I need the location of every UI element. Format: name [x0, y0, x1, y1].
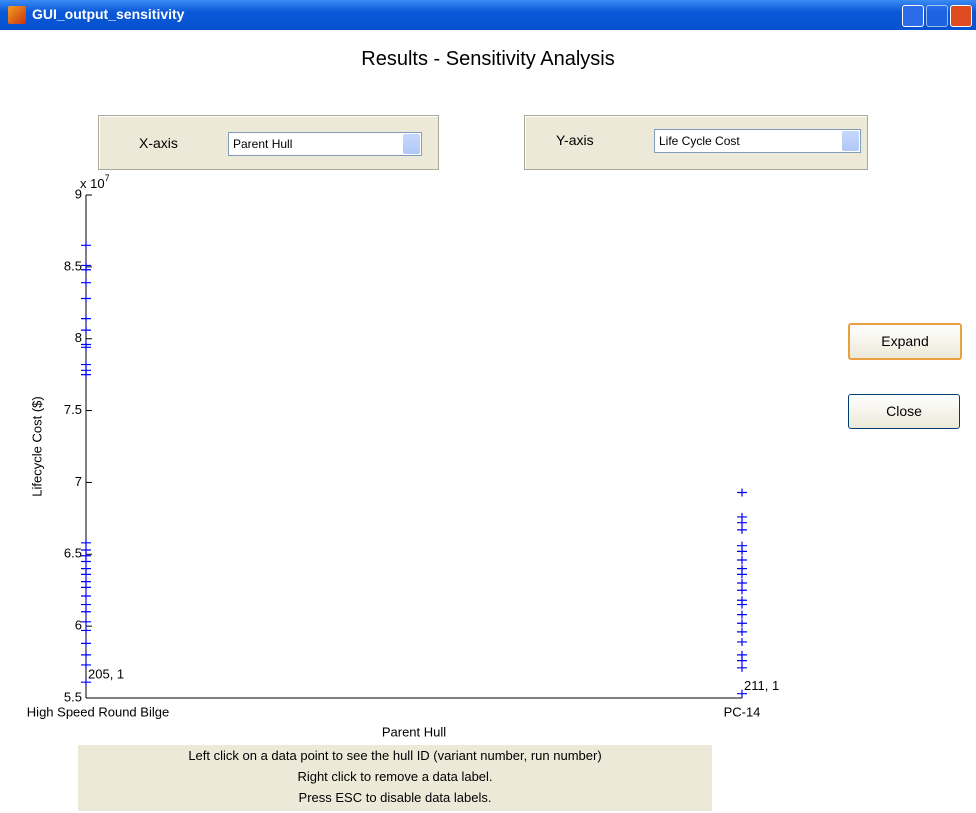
marker — [81, 538, 91, 547]
y-tick-label: 7 — [75, 474, 82, 489]
instructions: Left click on a data point to see the hu… — [78, 745, 712, 811]
y-axis-label: Lifecycle Cost ($) — [29, 396, 44, 496]
dropdown-arrow[interactable] — [842, 131, 859, 151]
x-axis-value: Parent Hull — [233, 137, 293, 151]
marker — [81, 650, 91, 659]
marker — [737, 547, 747, 556]
y-tick-label: 8 — [75, 330, 82, 345]
y-multiplier: x 107 — [80, 173, 110, 191]
marker — [81, 617, 91, 626]
dropdown-arrow[interactable] — [403, 134, 420, 154]
instruction-line: Left click on a data point to see the hu… — [188, 748, 602, 763]
marker — [737, 627, 747, 636]
y-axis-label: Y-axis — [556, 132, 594, 148]
marker — [737, 556, 747, 565]
title-bar: GUI_output_sensitivity — [0, 0, 976, 30]
marker — [81, 583, 91, 592]
marker — [81, 370, 91, 379]
minimize-button[interactable] — [902, 5, 924, 27]
marker — [81, 639, 91, 648]
x-axis-panel: X-axis Parent Hull — [98, 115, 439, 170]
data-label: 205, 1 — [88, 667, 124, 682]
marker — [81, 326, 91, 335]
marker — [81, 278, 91, 287]
instruction-line: Press ESC to disable data labels. — [298, 790, 492, 805]
x-tick-label: PC-14 — [724, 704, 761, 719]
x-tick-label: High Speed Round Bilge — [27, 704, 169, 719]
data-label: 211, 1 — [744, 678, 779, 693]
marker — [737, 488, 747, 497]
marker — [81, 557, 91, 566]
marker — [737, 600, 747, 609]
y-tick-label: 6.5 — [64, 546, 82, 561]
x-axis-label: Parent Hull — [382, 724, 446, 739]
marker — [737, 579, 747, 588]
marker — [737, 586, 747, 595]
marker — [81, 294, 91, 303]
y-axis-value: Life Cycle Cost — [659, 134, 740, 148]
x-axis-label: X-axis — [139, 135, 178, 151]
marker — [737, 637, 747, 646]
marker — [737, 570, 747, 579]
marker — [737, 663, 747, 672]
window-title: GUI_output_sensitivity — [32, 6, 185, 22]
marker — [81, 343, 91, 352]
instruction-line: Right click to remove a data label. — [297, 769, 493, 784]
y-tick-label: 8.5 — [64, 258, 82, 273]
multiplier-exponent: 7 — [105, 173, 110, 183]
marker — [81, 570, 91, 579]
marker — [737, 525, 747, 534]
marker — [81, 241, 91, 250]
marker — [737, 518, 747, 527]
marker — [737, 610, 747, 619]
marker — [81, 660, 91, 669]
heading: Results - Sensitivity Analysis — [361, 48, 615, 70]
y-axis-select[interactable]: Life Cycle Cost — [654, 129, 861, 153]
app-icon — [8, 6, 26, 24]
marker — [81, 607, 91, 616]
y-tick-label: 5.5 — [64, 689, 82, 704]
marker — [81, 265, 91, 274]
marker — [81, 626, 91, 635]
marker — [81, 600, 91, 609]
close-window-button[interactable] — [950, 5, 972, 27]
marker — [81, 591, 91, 600]
marker — [737, 619, 747, 628]
y-axis-panel: Y-axis Life Cycle Cost — [524, 115, 868, 170]
y-tick-label: 6 — [75, 618, 82, 633]
marker — [81, 678, 91, 687]
y-tick-label: 9 — [75, 186, 82, 201]
y-tick-label: 7.5 — [64, 402, 82, 417]
marker — [737, 689, 747, 698]
maximize-button — [926, 5, 948, 27]
close-button[interactable]: Close — [848, 394, 960, 429]
x-axis-select[interactable]: Parent Hull — [228, 132, 422, 156]
marker — [737, 656, 747, 665]
expand-button[interactable]: Expand — [848, 323, 962, 360]
multiplier-base: x 10 — [80, 176, 105, 191]
marker — [81, 314, 91, 323]
